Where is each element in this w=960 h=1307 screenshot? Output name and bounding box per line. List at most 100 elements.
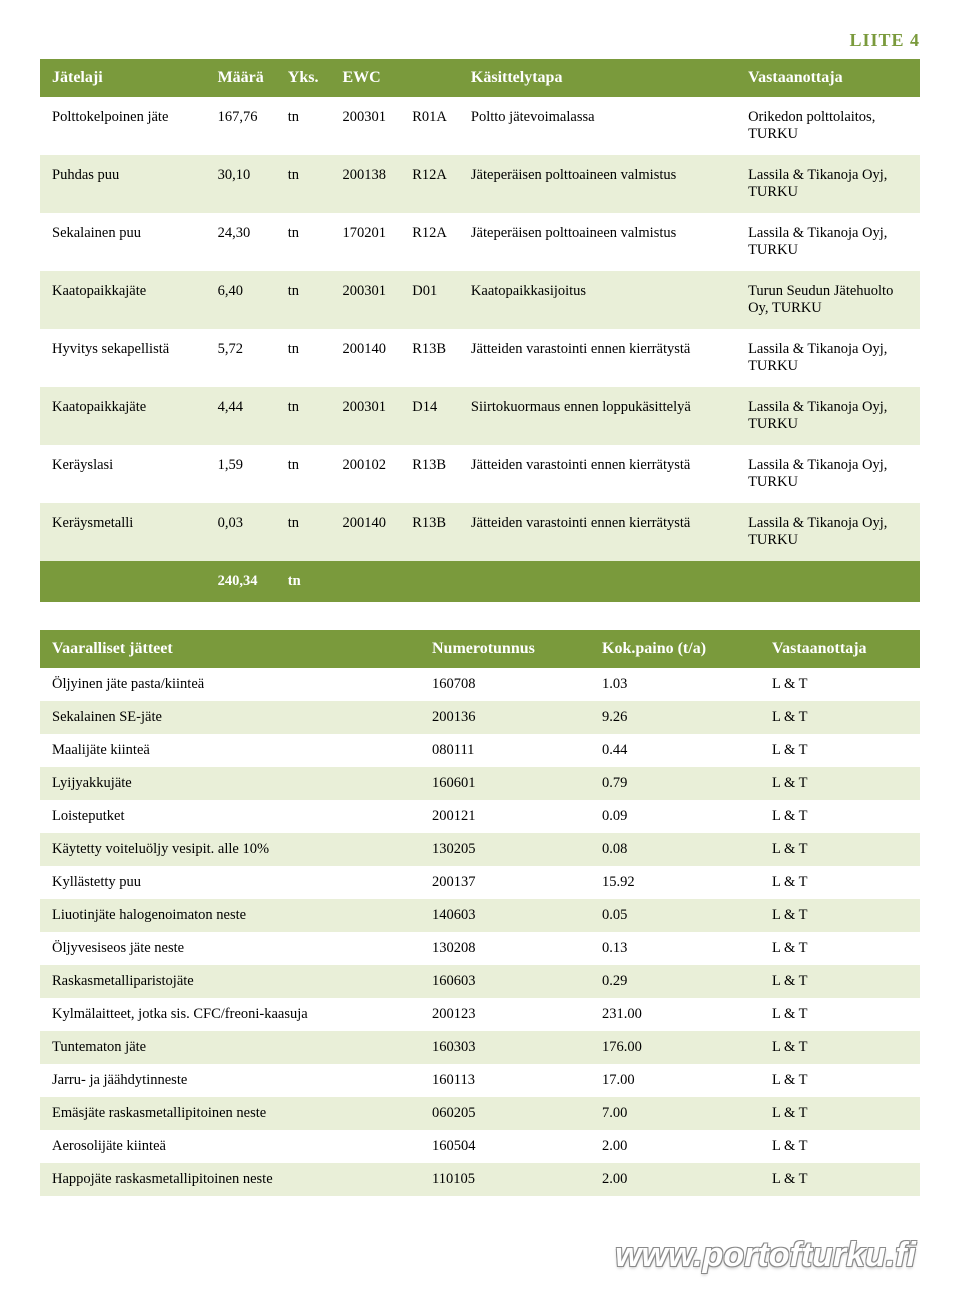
table-cell: 0.13 <box>590 932 760 965</box>
table-cell: 240,34 <box>206 561 276 602</box>
table-cell: 160113 <box>420 1064 590 1097</box>
table-cell: tn <box>276 213 331 271</box>
th2-rec: Vastaanottaja <box>760 630 920 668</box>
table-cell: L & T <box>760 866 920 899</box>
table-cell: 30,10 <box>206 155 276 213</box>
table-row: Sekalainen SE-jäte2001369.26L & T <box>40 701 920 734</box>
table-cell: Kylmälaitteet, jotka sis. CFC/freoni-kaa… <box>40 998 420 1031</box>
table-cell: Lyijyakkujäte <box>40 767 420 800</box>
table-cell: Emäsjäte raskasmetallipitoinen neste <box>40 1097 420 1130</box>
table-cell: Jäteperäisen polttoaineen valmistus <box>459 155 736 213</box>
table-row: Polttokelpoinen jäte167,76tn200301R01APo… <box>40 97 920 155</box>
table-cell: tn <box>276 561 331 602</box>
table-cell: L & T <box>760 965 920 998</box>
table-cell: Aerosolijäte kiinteä <box>40 1130 420 1163</box>
table-row: Kyllästetty puu20013715.92L & T <box>40 866 920 899</box>
table-row: Hyvitys sekapellistä5,72tn200140R13BJätt… <box>40 329 920 387</box>
table-cell: 200301 <box>330 387 400 445</box>
table-cell: 130205 <box>420 833 590 866</box>
table-cell <box>459 561 736 602</box>
table-cell <box>330 561 400 602</box>
table-cell: Keräysmetalli <box>40 503 206 561</box>
table-cell <box>40 561 206 602</box>
table-cell: 17.00 <box>590 1064 760 1097</box>
table-cell: 231.00 <box>590 998 760 1031</box>
table-cell: L & T <box>760 1097 920 1130</box>
table-cell: 170201 <box>330 213 400 271</box>
table-cell: 0.05 <box>590 899 760 932</box>
table-cell: 5,72 <box>206 329 276 387</box>
table-cell: L & T <box>760 734 920 767</box>
table-cell: tn <box>276 155 331 213</box>
table-row: Tuntematon jäte160303176.00L & T <box>40 1031 920 1064</box>
table-cell: 0,03 <box>206 503 276 561</box>
table-cell: L & T <box>760 1130 920 1163</box>
table-cell: Happojäte raskasmetallipitoinen neste <box>40 1163 420 1196</box>
table-cell: Tuntematon jäte <box>40 1031 420 1064</box>
th2-wt: Kok.paino (t/a) <box>590 630 760 668</box>
table-row: Sekalainen puu24,30tn170201R12AJäteperäi… <box>40 213 920 271</box>
table-cell: 140603 <box>420 899 590 932</box>
table-cell: tn <box>276 97 331 155</box>
table-cell: R01A <box>400 97 459 155</box>
table-cell: Jätteiden varastointi ennen kierrätystä <box>459 445 736 503</box>
footer-url: www.portofturku.fi <box>40 1236 920 1275</box>
table-cell: Liuotinjäte halogenoimaton neste <box>40 899 420 932</box>
waste-table: Jätelaji Määrä Yks. EWC Käsittelytapa Va… <box>40 59 920 602</box>
table-cell: Sekalainen puu <box>40 213 206 271</box>
table-cell: D14 <box>400 387 459 445</box>
table-row: Keräysmetalli0,03tn200140R13BJätteiden v… <box>40 503 920 561</box>
th-spacer <box>400 59 459 97</box>
table-cell: Öljyvesiseos jäte neste <box>40 932 420 965</box>
table-cell: Lassila & Tikanoja Oyj, TURKU <box>736 329 920 387</box>
table-cell: Lassila & Tikanoja Oyj, TURKU <box>736 445 920 503</box>
table-cell: 7.00 <box>590 1097 760 1130</box>
table-cell: Lassila & Tikanoja Oyj, TURKU <box>736 155 920 213</box>
table-row: Happojäte raskasmetallipitoinen neste110… <box>40 1163 920 1196</box>
table-cell: L & T <box>760 899 920 932</box>
table-row: Keräyslasi1,59tn200102R13BJätteiden vara… <box>40 445 920 503</box>
table-cell: 110105 <box>420 1163 590 1196</box>
th-ewc: EWC <box>330 59 400 97</box>
table-cell: 200140 <box>330 329 400 387</box>
table-cell: Jätteiden varastointi ennen kierrätystä <box>459 329 736 387</box>
table-cell: Öljyinen jäte pasta/kiinteä <box>40 668 420 701</box>
table-cell: Turun Seudun Jätehuolto Oy, TURKU <box>736 271 920 329</box>
table-cell: 200121 <box>420 800 590 833</box>
table-cell: 060205 <box>420 1097 590 1130</box>
table-cell: 6,40 <box>206 271 276 329</box>
table-cell: Kaatopaikkasijoitus <box>459 271 736 329</box>
table-cell: Lassila & Tikanoja Oyj, TURKU <box>736 503 920 561</box>
table-cell: 4,44 <box>206 387 276 445</box>
table-cell: R13B <box>400 329 459 387</box>
table-cell: Maalijäte kiinteä <box>40 734 420 767</box>
table-cell: tn <box>276 445 331 503</box>
table-cell: 160603 <box>420 965 590 998</box>
table-cell: 0.09 <box>590 800 760 833</box>
table-cell: Loisteputket <box>40 800 420 833</box>
table-cell: 160601 <box>420 767 590 800</box>
table-cell <box>400 561 459 602</box>
table-cell: 200140 <box>330 503 400 561</box>
table-cell: R13B <box>400 445 459 503</box>
table-cell: 160303 <box>420 1031 590 1064</box>
th-yks: Yks. <box>276 59 331 97</box>
table-row: Emäsjäte raskasmetallipitoinen neste0602… <box>40 1097 920 1130</box>
table-cell: 200301 <box>330 271 400 329</box>
table-cell: Jäteperäisen polttoaineen valmistus <box>459 213 736 271</box>
table-row: Kaatopaikkajäte4,44tn200301D14Siirtokuor… <box>40 387 920 445</box>
table-cell: Käytetty voiteluöljy vesipit. alle 10% <box>40 833 420 866</box>
th2-num: Numerotunnus <box>420 630 590 668</box>
table-cell: Siirtokuormaus ennen loppukäsittelyä <box>459 387 736 445</box>
th-jatelaji: Jätelaji <box>40 59 206 97</box>
appendix-label: LIITE 4 <box>40 30 920 51</box>
table-cell: 130208 <box>420 932 590 965</box>
table-row: Käytetty voiteluöljy vesipit. alle 10%13… <box>40 833 920 866</box>
table-cell: 2.00 <box>590 1163 760 1196</box>
table-cell: D01 <box>400 271 459 329</box>
table-cell: 1,59 <box>206 445 276 503</box>
table-cell: Puhdas puu <box>40 155 206 213</box>
table-cell: R12A <box>400 155 459 213</box>
table-cell: L & T <box>760 701 920 734</box>
table-cell: 0.79 <box>590 767 760 800</box>
